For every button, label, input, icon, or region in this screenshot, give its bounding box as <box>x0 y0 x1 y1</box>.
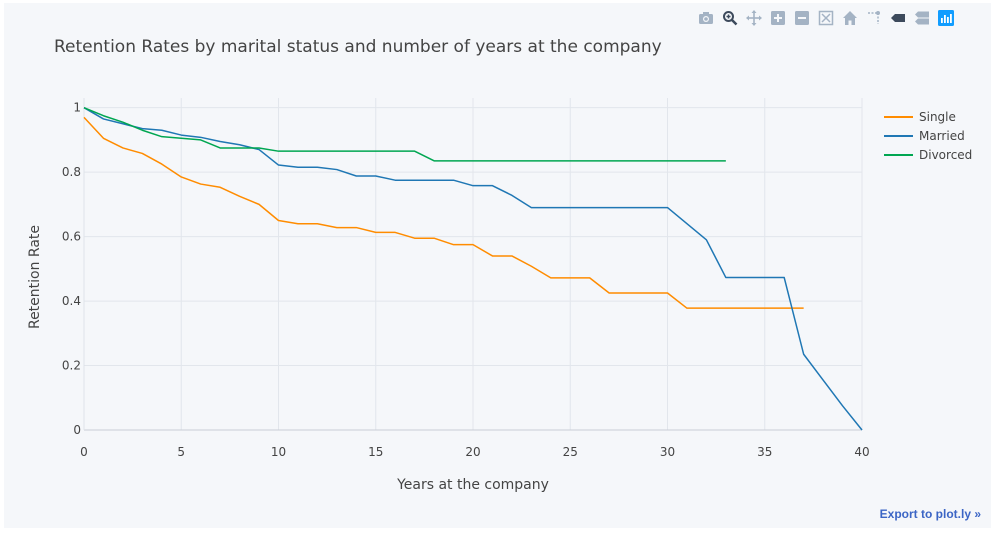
x-tick-label: 10 <box>271 445 286 459</box>
spike-lines-button[interactable] <box>862 7 886 29</box>
x-tick-label: 35 <box>757 445 772 459</box>
plotly-logo-icon <box>938 10 954 26</box>
legend-item-single[interactable]: Single <box>884 110 956 124</box>
y-axis-title: Retention Rate <box>27 225 43 329</box>
y-tick-label: 0.4 <box>62 294 81 308</box>
x-tick-label: 15 <box>368 445 383 459</box>
legend-label: Married <box>919 129 965 143</box>
legend-item-married[interactable]: Married <box>884 129 965 143</box>
axis-ticks: 0 5 10 15 20 25 30 35 40 0 0.2 0.4 0.6 0.8 1 <box>62 101 870 459</box>
autoscale-icon <box>818 10 834 26</box>
chart-title: Retention Rates by marital status and nu… <box>54 37 662 57</box>
y-tick-label: 1 <box>73 101 81 115</box>
y-tick-label: 0.2 <box>62 359 81 373</box>
y-tick-label: 0 <box>73 423 81 437</box>
modebar <box>694 7 958 29</box>
hover-closest-icon <box>891 14 905 22</box>
plotly-logo-button[interactable] <box>934 7 958 29</box>
x-tick-label: 20 <box>465 445 480 459</box>
zoom-out-icon <box>795 11 809 25</box>
export-link[interactable]: Export to plot.ly » <box>879 507 981 521</box>
x-tick-label: 5 <box>177 445 185 459</box>
zoom-button[interactable] <box>718 7 742 29</box>
y-tick-label: 0.6 <box>62 230 81 244</box>
x-axis-title: Years at the company <box>396 477 549 493</box>
zoom-in-button[interactable] <box>766 7 790 29</box>
line-chart[interactable]: Retention Rates by marital status and nu… <box>4 3 991 528</box>
hover-compare-icon <box>915 11 929 25</box>
series-lines[interactable] <box>83 106 863 431</box>
hover-compare-button[interactable] <box>910 7 934 29</box>
pan-icon <box>746 10 762 26</box>
legend[interactable]: Single Married Divorced <box>884 110 972 162</box>
zoom-icon <box>723 11 738 26</box>
x-tick-label: 30 <box>660 445 675 459</box>
gridlines <box>83 98 863 431</box>
chart-frame: Retention Rates by marital status and nu… <box>4 3 991 528</box>
zoom-in-icon <box>771 11 785 25</box>
series-line-married[interactable] <box>83 107 863 431</box>
x-tick-label: 25 <box>563 445 578 459</box>
pan-button[interactable] <box>742 7 766 29</box>
hover-closest-button[interactable] <box>886 7 910 29</box>
series-line-divorced[interactable] <box>83 106 726 162</box>
reset-axes-icon <box>843 11 857 25</box>
x-tick-label: 0 <box>80 445 88 459</box>
autoscale-button[interactable] <box>814 7 838 29</box>
camera-icon <box>699 12 713 24</box>
legend-item-divorced[interactable]: Divorced <box>884 148 972 162</box>
zoom-out-button[interactable] <box>790 7 814 29</box>
spike-lines-icon <box>868 11 880 24</box>
legend-label: Single <box>919 110 956 124</box>
camera-button[interactable] <box>694 7 718 29</box>
x-tick-label: 40 <box>854 445 869 459</box>
y-tick-label: 0.8 <box>62 165 81 179</box>
legend-label: Divorced <box>919 148 972 162</box>
reset-axes-button[interactable] <box>838 7 862 29</box>
series-line-single[interactable] <box>83 116 804 309</box>
